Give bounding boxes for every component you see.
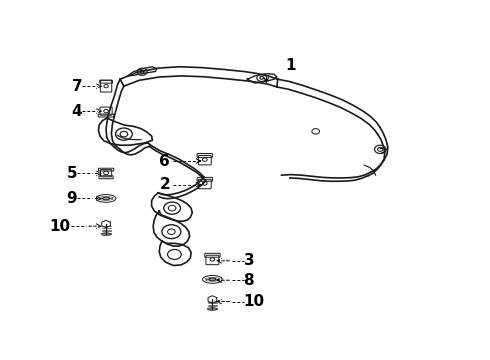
Text: 7: 7 [72,79,82,94]
Text: 5: 5 [67,166,77,181]
Text: 8: 8 [244,273,254,288]
Text: 3: 3 [244,253,254,268]
Text: 2: 2 [159,177,170,192]
Text: 6: 6 [159,153,170,168]
Text: 1: 1 [285,58,296,73]
Text: 9: 9 [67,191,77,206]
Text: 10: 10 [49,219,71,234]
Text: 4: 4 [72,104,82,118]
Text: 10: 10 [244,294,265,309]
